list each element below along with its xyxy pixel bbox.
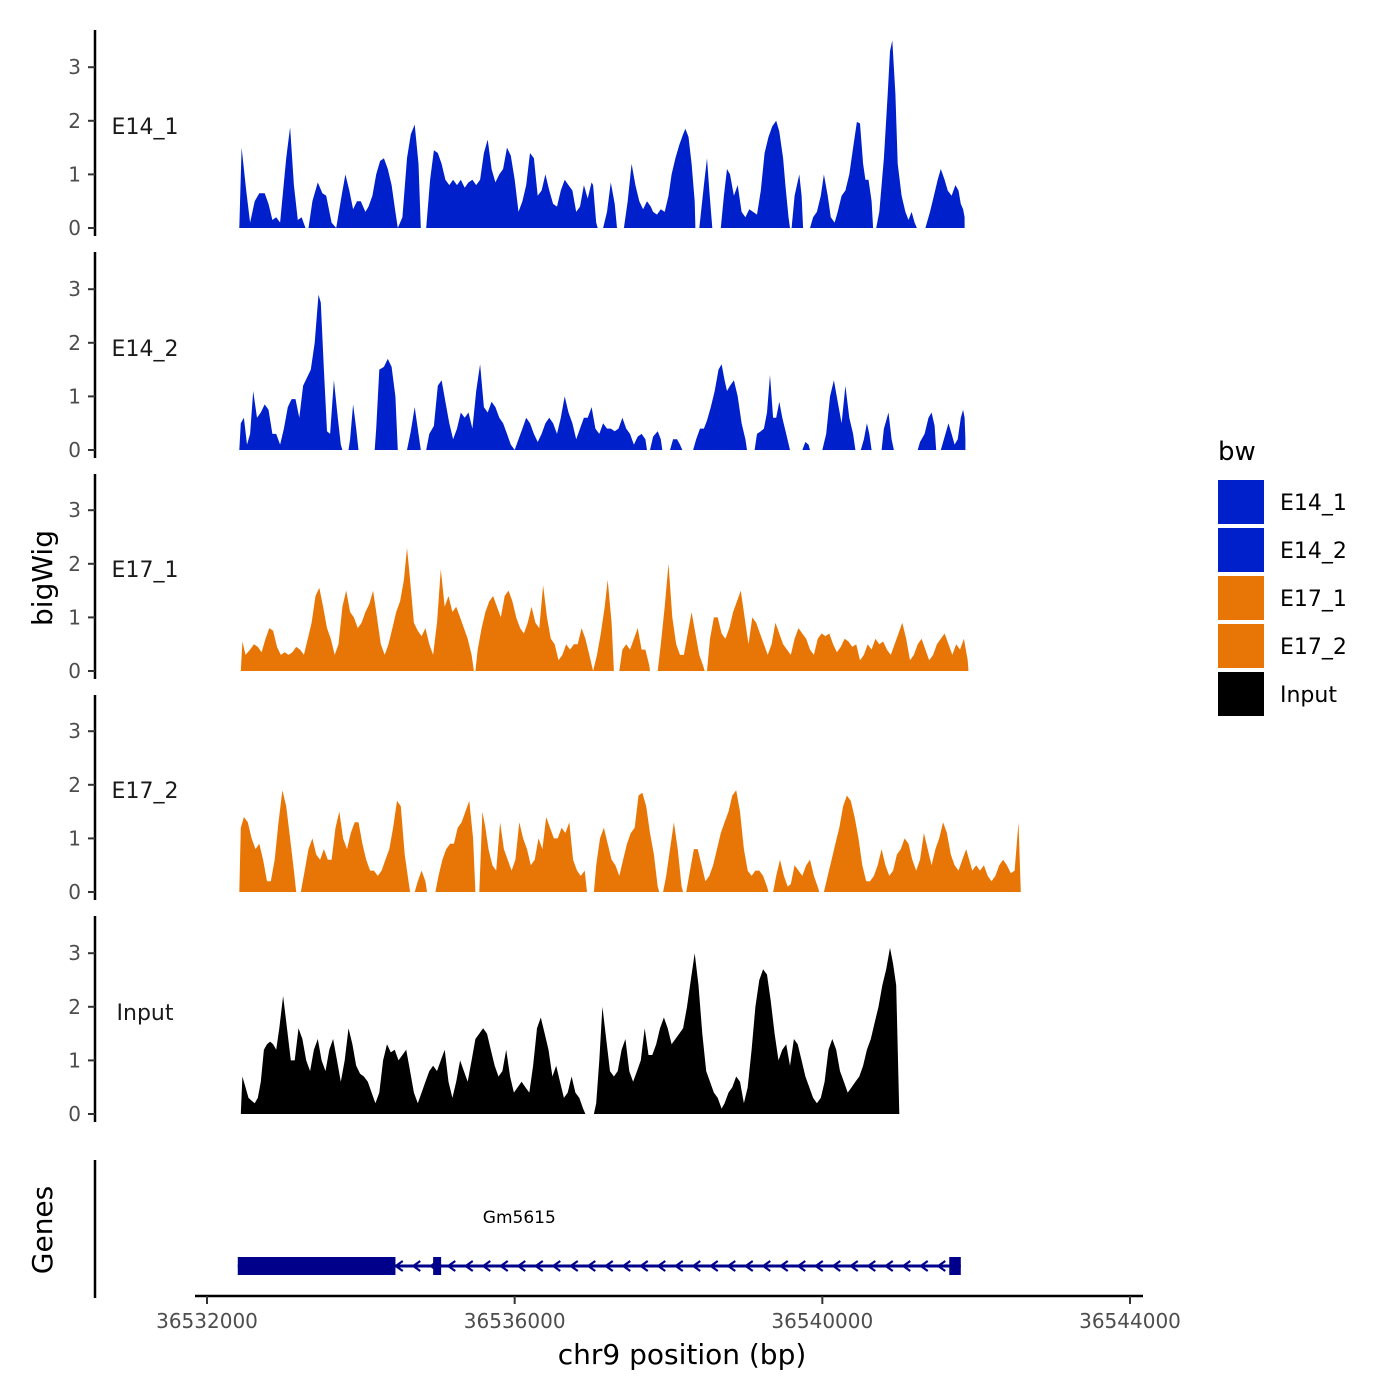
strand-arrow	[516, 1260, 526, 1272]
x-axis-title: chr9 position (bp)	[558, 1338, 807, 1371]
y-tick-label: 2	[68, 995, 81, 1019]
track-label: E14_1	[112, 115, 179, 140]
strand-arrow	[708, 1260, 719, 1272]
legend-label: E17_2	[1280, 635, 1347, 660]
legend-key-E17_2	[1218, 624, 1264, 668]
y-tick-label: 3	[68, 498, 81, 522]
strand-arrow	[411, 1260, 421, 1272]
strand-arrow	[796, 1260, 806, 1272]
strand-arrow	[586, 1260, 596, 1272]
legend-label: E14_1	[1280, 491, 1347, 516]
coverage-area-E17_2	[239, 790, 1021, 892]
y-tick-label: 1	[68, 1048, 81, 1072]
genes-axis-title: Genes	[26, 1186, 59, 1274]
strand-arrow	[866, 1260, 876, 1272]
gene-exon	[237, 1257, 396, 1275]
strand-arrow	[656, 1260, 666, 1272]
track-E17_1: 0 1 2 3 E17_1	[68, 474, 969, 683]
strand-arrow	[848, 1260, 859, 1272]
strand-arrow	[498, 1260, 509, 1272]
coverage-area-Input	[240, 947, 900, 1114]
strand-arrow	[638, 1260, 649, 1272]
legend: bw E14_1 E14_2 E17_1 E17_2 Input	[1218, 437, 1347, 716]
y-tick-label: 3	[68, 719, 81, 743]
y-tick-label: 0	[68, 880, 81, 904]
y-tick-label: 3	[68, 277, 81, 301]
x-tick-label: 36544000	[1079, 1309, 1181, 1333]
x-axis: 36532000 36536000 36540000 36544000	[156, 1294, 1181, 1333]
bigwig-tracks: 0 1 2 3 E14_1 0 1 2 3 E14_2 0 1 2 3 E17_1 0 1 2 3 E17_2 0 1 2 3…	[68, 30, 1021, 1126]
x-tick-label: 36540000	[771, 1309, 873, 1333]
strand-arrow	[778, 1260, 789, 1272]
track-E14_1: 0 1 2 3 E14_1	[68, 30, 965, 240]
strand-arrow	[481, 1260, 491, 1272]
strand-arrow	[918, 1260, 929, 1272]
x-tick-label: 36536000	[464, 1309, 566, 1333]
y-tick-label: 2	[68, 331, 81, 355]
strand-arrow	[743, 1260, 754, 1272]
gene-exon	[949, 1257, 961, 1275]
y-tick-label: 0	[68, 438, 81, 462]
y-tick-label: 1	[68, 605, 81, 629]
gene-exon	[433, 1257, 442, 1275]
x-tick-label: 36532000	[156, 1309, 258, 1333]
y-tick-label: 3	[68, 941, 81, 965]
strand-arrow	[673, 1260, 684, 1272]
y-tick-label: 3	[68, 55, 81, 79]
y-axis-title: bigWig	[26, 530, 59, 626]
strand-arrow	[691, 1260, 701, 1272]
track-label: E14_2	[112, 337, 179, 362]
coverage-area-E17_1	[240, 547, 969, 671]
track-Input: 0 1 2 3 Input	[68, 916, 900, 1126]
strand-arrow	[761, 1260, 771, 1272]
strand-arrow	[463, 1260, 474, 1272]
genes-track: Gm5615	[93, 1160, 961, 1298]
y-tick-label: 2	[68, 109, 81, 133]
legend-title: bw	[1218, 437, 1256, 467]
y-tick-label: 0	[68, 1102, 81, 1126]
gene-Gm5615: Gm5615	[237, 1208, 961, 1275]
strand-arrow	[936, 1260, 946, 1272]
y-tick-label: 0	[68, 659, 81, 683]
strand-arrow	[901, 1260, 911, 1272]
y-tick-label: 1	[68, 384, 81, 408]
strand-arrow	[393, 1260, 404, 1272]
y-tick-label: 1	[68, 162, 81, 186]
strand-arrow	[603, 1260, 614, 1272]
legend-label: E17_1	[1280, 587, 1347, 612]
y-tick-label: 2	[68, 773, 81, 797]
legend-label: E14_2	[1280, 539, 1347, 564]
track-label: Input	[117, 1001, 174, 1026]
legend-key-E14_1	[1218, 480, 1264, 524]
strand-arrow	[568, 1260, 579, 1272]
legend-key-E17_1	[1218, 576, 1264, 620]
strand-arrow	[533, 1260, 544, 1272]
strand-arrow	[621, 1260, 631, 1272]
legend-label: Input	[1280, 683, 1337, 708]
strand-arrow	[813, 1260, 824, 1272]
y-tick-label: 0	[68, 216, 81, 240]
track-label: E17_1	[112, 558, 179, 583]
y-tick-label: 2	[68, 552, 81, 576]
strand-arrow	[831, 1260, 841, 1272]
track-label: E17_2	[112, 779, 179, 804]
strand-arrow	[446, 1260, 456, 1272]
strand-arrow	[726, 1260, 736, 1272]
legend-key-Input	[1218, 672, 1264, 716]
coverage-area-E14_1	[239, 40, 965, 229]
y-tick-label: 1	[68, 826, 81, 850]
strand-arrow	[883, 1260, 894, 1272]
legend-key-E14_2	[1218, 528, 1264, 572]
coverage-area-E14_2	[239, 294, 966, 450]
strand-arrow	[551, 1260, 561, 1272]
gene-name-label: Gm5615	[483, 1208, 556, 1228]
track-E14_2: 0 1 2 3 E14_2	[68, 252, 966, 462]
track-E17_2: 0 1 2 3 E17_2	[68, 695, 1021, 904]
